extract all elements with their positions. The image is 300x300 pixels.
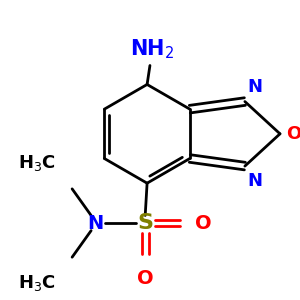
Text: NH$_2$: NH$_2$	[130, 37, 174, 61]
Text: O: O	[194, 214, 211, 232]
Text: N: N	[88, 214, 104, 232]
Text: S: S	[137, 213, 153, 233]
Text: H$_3$C: H$_3$C	[18, 273, 56, 293]
Text: O: O	[286, 125, 300, 143]
Text: H$_3$C: H$_3$C	[18, 153, 56, 173]
Text: O: O	[137, 268, 154, 288]
Text: N: N	[248, 78, 263, 96]
Text: N: N	[248, 172, 263, 190]
